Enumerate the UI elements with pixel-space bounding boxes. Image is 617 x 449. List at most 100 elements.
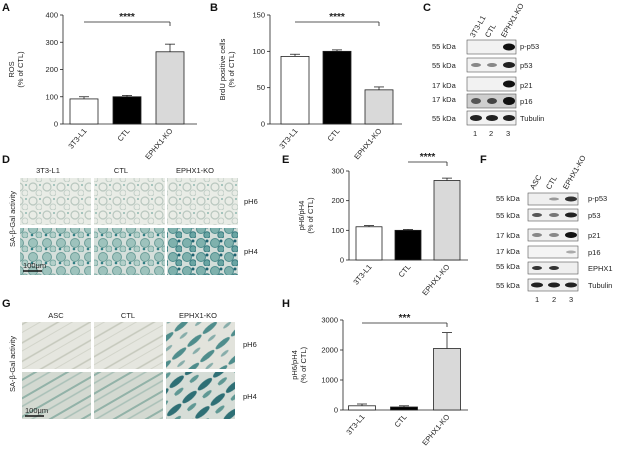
blot-band [487,98,497,104]
x-tick-label: 3T3-L1 [344,413,366,437]
image-side-label: SA-β-Gal activity [8,336,17,392]
micrograph [167,228,238,275]
bar [394,229,422,261]
micrograph [22,372,91,419]
blot-band [549,213,559,217]
panel-label-c: C [423,2,431,14]
y-axis-label: pH6/pH4(% of CTL) [290,346,308,383]
blot-band [565,282,577,288]
blot-f-kda: 17 kDa [496,247,521,256]
blot-band [486,115,498,121]
blot-c-kda: 55 kDa [432,42,457,51]
bar [69,98,99,125]
image-side-label: SA-β-Gal activity [8,191,17,247]
y-tick-label: 400 [45,11,58,20]
blot-band [565,196,577,202]
blot-band [531,282,543,288]
y-tick-label: 0 [340,256,344,265]
blot-band [471,98,481,104]
image-row-label: pH4 [244,247,258,256]
blot-band [565,212,577,218]
scale-bar-label: 100μm [23,261,46,270]
y-tick-label: 200 [331,196,344,205]
micrograph [166,372,235,419]
significance-stars: **** [420,152,436,163]
x-tick-label: EPHX1-KO [420,262,451,297]
blot-band [532,233,542,237]
blot-c-kda: 55 kDa [432,61,457,70]
blot-c-lane-label: CTL [483,22,498,39]
blot-f-lane-label: ASC [528,173,544,191]
blot-band [566,250,576,254]
blot-c-protein: Tubulin [520,114,544,123]
micrograph [94,178,165,225]
x-tick-label: EPHX1-KO [143,126,174,161]
x-tick-label: 3T3-L1 [351,263,373,287]
blot-c-protein: p53 [520,61,533,70]
panel-label-g: G [2,298,11,310]
bar [155,51,185,125]
blot-c-lane-label: EPHX1-KO [499,2,526,39]
blot-f-strip [527,245,579,259]
bar-chart-brdu: 0 50 100 150 BrdU positive cells(% of CTL) 3T… [218,11,402,161]
bar [433,180,461,261]
blot-f-protein: p-p53 [588,194,607,203]
y-tick-label: 300 [45,38,58,47]
micrograph [20,228,91,275]
blot-f-protein: p16 [588,248,601,257]
blot-c-protein: p-p53 [520,42,539,51]
image-row-label: pH4 [243,392,257,401]
bar [112,96,142,125]
y-tick-label: 0 [54,120,58,129]
image-row-label: pH6 [243,340,257,349]
blot-c-strip [466,39,517,55]
blot-band [532,266,542,270]
panel-label-a: A [2,2,10,14]
blot-band [532,213,542,217]
x-tick-label: 3T3-L1 [66,127,88,151]
scale-bar-label: 100μm [25,406,48,415]
blot-f-lane-label: CTL [544,174,559,191]
y-tick-label: 1000 [321,376,338,385]
blot-c-kda: 17 kDa [432,81,457,90]
micrograph [94,228,165,275]
blot-band [549,197,559,201]
blot-f-protein: p53 [588,211,601,220]
micrograph [166,322,235,369]
bar [280,56,310,125]
image-column-title: ASC [48,311,64,320]
y-tick-label: 100 [331,226,344,235]
blot-band [548,282,560,288]
bar [348,405,376,411]
y-axis-label: pH6/pH4(% of CTL) [297,197,315,234]
blot-c-kda: 55 kDa [432,114,457,123]
panel-label-d: D [2,154,10,166]
blot-f-kda: 17 kDa [496,231,521,240]
blot-c-kda: 17 kDa [432,95,457,104]
image-column-title: EPHX1-KO [179,311,217,320]
blot-band [503,97,515,105]
blot-band [471,63,481,67]
blot-c-protein: p21 [520,81,533,90]
micrograph [22,322,91,369]
y-tick-label: 150 [252,11,265,20]
bar [322,50,352,125]
blot-f-protein: EPHX1 [588,264,613,273]
blot-f-lane-number: 3 [569,295,573,304]
y-tick-label: 100 [252,47,265,56]
blot-f-kda: 55 kDa [496,211,521,220]
blot-c-strip [466,76,517,92]
bar [433,348,461,411]
y-tick-label: 300 [331,167,344,176]
significance-stars: *** [399,313,411,324]
blot-band [549,266,559,270]
image-column-title: CTL [114,166,128,175]
y-tick-label: 50 [257,83,265,92]
bar-chart-sa-gal-asc: 0 1000 2000 3000 pH6/pH4(% of CTL) 3T3-L1 CTL E… [290,313,468,447]
image-column-title: CTL [121,311,135,320]
panel-label-e: E [282,154,289,166]
blot-c-lane-number: 1 [473,129,477,138]
micrograph [94,372,163,419]
micrograph [167,178,238,225]
